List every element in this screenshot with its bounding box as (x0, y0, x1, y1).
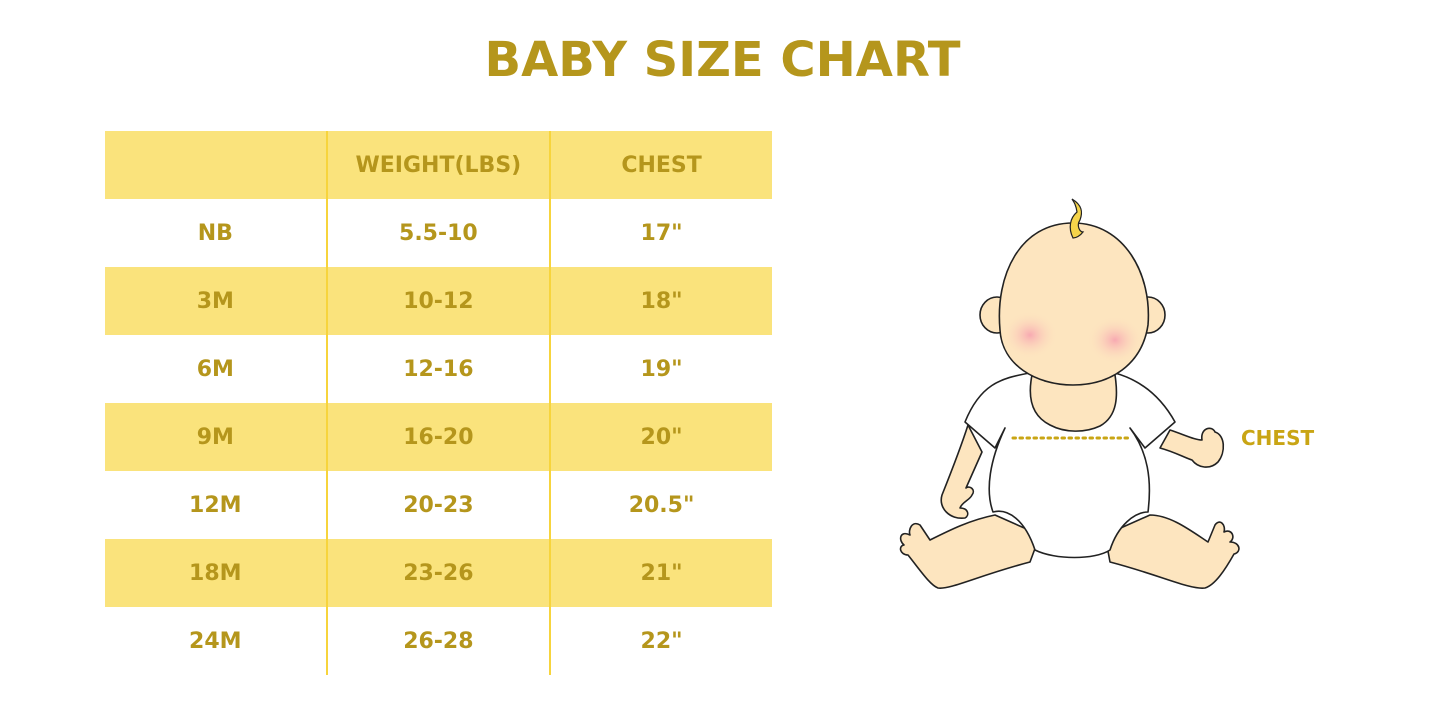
weight-cell: 16-20 (325, 403, 551, 471)
header-cell (105, 131, 327, 199)
chest-label: CHEST (1241, 426, 1315, 450)
chest-cell: 20.5" (549, 471, 772, 539)
weight-cell: 5.5-10 (325, 199, 551, 267)
right-arm (1159, 427, 1225, 468)
size-cell: 3M (105, 267, 327, 335)
page-title: BABY SIZE CHART (484, 32, 961, 88)
size-table: WEIGHT(LBS) CHEST NB 5.5-10 17" 3M 10-12 18"… (105, 131, 772, 675)
table-row: NB 5.5-10 17" (105, 199, 772, 267)
size-cell: 18M (105, 539, 327, 607)
chest-cell: 22" (549, 607, 772, 675)
hair-tuft (1069, 198, 1085, 239)
left-leg (899, 514, 1041, 589)
size-cell: 9M (105, 403, 327, 471)
header-cell: WEIGHT(LBS) (325, 131, 551, 199)
size-cell: 12M (189, 492, 242, 518)
size-cell: 6M (196, 356, 234, 382)
chest-cell: 20" (549, 403, 772, 471)
chest-cell: 19" (549, 335, 772, 403)
weight-cell: 12-16 (325, 335, 551, 403)
weight-cell: 20-23 (325, 471, 551, 539)
size-cell: 24M (189, 628, 242, 654)
left-arm (940, 424, 983, 519)
chest-cell: 17" (549, 199, 772, 267)
chest-cell: 18" (549, 267, 772, 335)
left-cheek (1002, 311, 1058, 359)
table-row: 3M 10-12 18" (105, 267, 772, 335)
header-cell: CHEST (549, 131, 772, 199)
table-header-row: WEIGHT(LBS) CHEST (105, 131, 772, 199)
weight-cell: 26-28 (325, 607, 551, 675)
neck (1029, 374, 1118, 432)
table-row: 9M 16-20 20" (105, 403, 772, 471)
baby-illustration (899, 198, 1240, 589)
chest-cell: 21" (549, 539, 772, 607)
table-row: 6M 12-16 19" (105, 335, 772, 403)
size-cell: NB (197, 220, 233, 246)
weight-cell: 10-12 (325, 267, 551, 335)
onesie (964, 372, 1176, 559)
table-row: 24M 26-28 22" (105, 607, 772, 675)
table-row: 18M 23-26 21" (105, 539, 772, 607)
table-row: 12M 20-23 20.5" (105, 471, 772, 539)
right-leg (1104, 514, 1240, 589)
right-cheek (1087, 316, 1143, 364)
weight-cell: 23-26 (325, 539, 551, 607)
